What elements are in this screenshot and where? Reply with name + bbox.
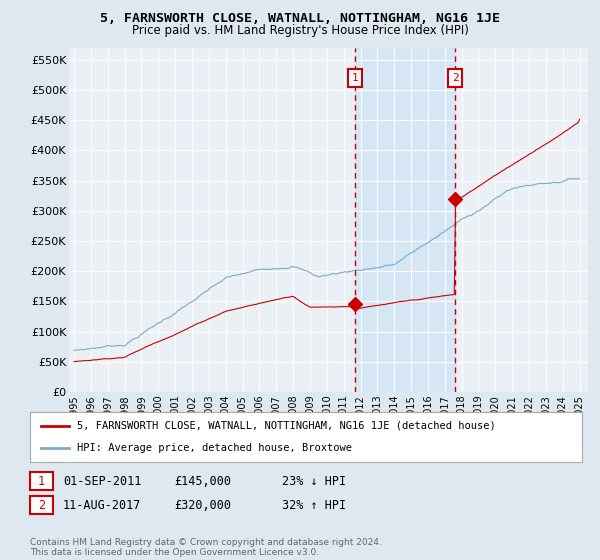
Text: 1: 1 xyxy=(38,474,45,488)
Text: 2: 2 xyxy=(452,73,458,83)
Text: 2: 2 xyxy=(38,498,45,512)
Text: 01-SEP-2011: 01-SEP-2011 xyxy=(63,474,142,488)
Text: 23% ↓ HPI: 23% ↓ HPI xyxy=(282,474,346,488)
Text: Price paid vs. HM Land Registry's House Price Index (HPI): Price paid vs. HM Land Registry's House … xyxy=(131,24,469,36)
Text: 32% ↑ HPI: 32% ↑ HPI xyxy=(282,498,346,512)
Bar xyxy=(355,48,455,392)
Text: £145,000: £145,000 xyxy=(174,474,231,488)
Text: 5, FARNSWORTH CLOSE, WATNALL, NOTTINGHAM, NG16 1JE (detached house): 5, FARNSWORTH CLOSE, WATNALL, NOTTINGHAM… xyxy=(77,421,496,431)
Text: 1: 1 xyxy=(352,73,358,83)
Text: Contains HM Land Registry data © Crown copyright and database right 2024.
This d: Contains HM Land Registry data © Crown c… xyxy=(30,538,382,557)
Text: 11-AUG-2017: 11-AUG-2017 xyxy=(63,498,142,512)
Text: £320,000: £320,000 xyxy=(174,498,231,512)
Text: 5, FARNSWORTH CLOSE, WATNALL, NOTTINGHAM, NG16 1JE: 5, FARNSWORTH CLOSE, WATNALL, NOTTINGHAM… xyxy=(100,12,500,25)
Text: HPI: Average price, detached house, Broxtowe: HPI: Average price, detached house, Brox… xyxy=(77,443,352,453)
